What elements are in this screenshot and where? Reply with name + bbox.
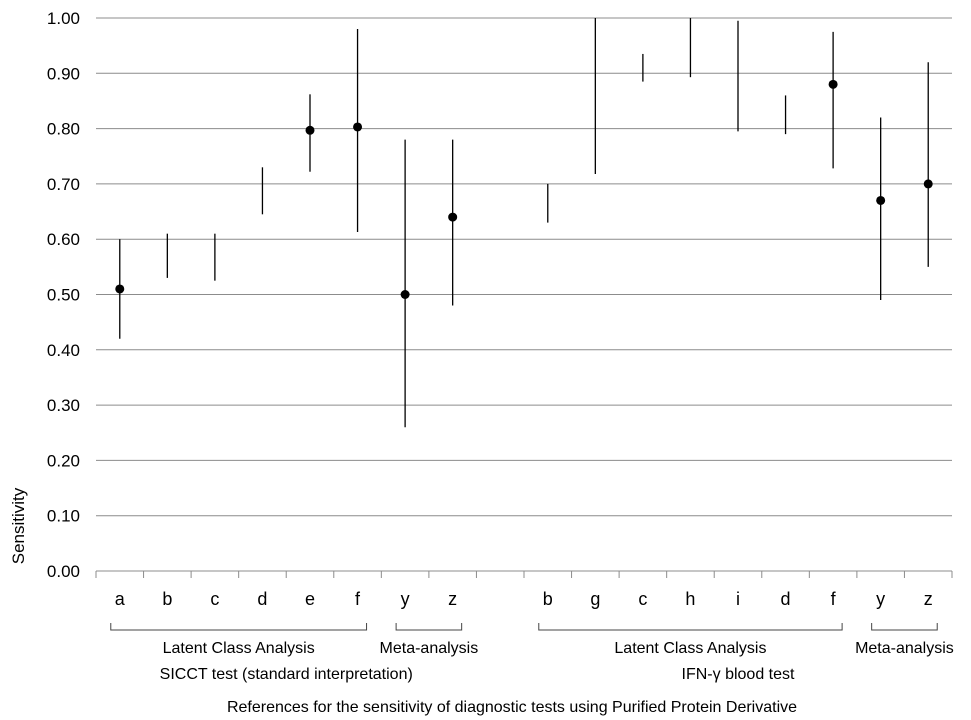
y-tick-label: 0.30: [47, 396, 80, 415]
y-tick-label: 0.40: [47, 341, 80, 360]
x-tick-label: z: [448, 589, 457, 609]
y-tick-label: 0.80: [47, 120, 80, 139]
x-tick-label: d: [781, 589, 791, 609]
point-estimate: [353, 122, 363, 132]
point-estimate: [400, 290, 410, 299]
point-estimates: [115, 79, 933, 299]
y-tick-label: 0.50: [47, 286, 80, 305]
point-estimate: [923, 179, 933, 189]
point-estimate: [115, 284, 125, 294]
x-tick-label: c: [638, 589, 647, 609]
test-labels: SICCT test (standard interpretation) IFN-…: [160, 666, 795, 683]
group-bracket: [395, 623, 463, 631]
point-estimate: [448, 212, 458, 222]
group-label: Latent Class Analysis: [163, 640, 315, 657]
error-bars: [119, 18, 929, 428]
group-label: Meta-analysis: [380, 640, 479, 657]
group-bracket: [871, 623, 938, 631]
x-tick-label: f: [831, 589, 837, 609]
x-tick-label: i: [736, 589, 740, 609]
test-label: IFN-γ blood test: [682, 666, 795, 683]
group-bracket: [538, 623, 843, 631]
group-label: Meta-analysis: [855, 640, 954, 657]
y-tick-label: 1.00: [47, 9, 80, 28]
y-tick-label: 0.10: [47, 507, 80, 526]
x-tick-label: b: [543, 589, 553, 609]
x-tick-label: a: [115, 589, 126, 609]
y-tick-label: 0.00: [47, 562, 80, 581]
y-tick-label: 0.70: [47, 175, 80, 194]
x-tick-label: z: [924, 589, 933, 609]
group-bracket: [110, 623, 368, 631]
group-brackets: Latent Class Analysis Meta-analysis Latent…: [110, 623, 954, 657]
x-tick-label: g: [590, 589, 600, 609]
test-label: SICCT test (standard interpretation): [160, 666, 413, 683]
y-tick-labels: 0.00 0.10 0.20 0.30 0.40 0.50 0.60 0.70 0.80 0.90…: [47, 9, 80, 581]
y-tick-label: 0.60: [47, 230, 80, 249]
x-tick-label: e: [305, 589, 315, 609]
point-estimate: [305, 125, 315, 135]
point-estimate: [828, 79, 838, 89]
y-tick-label: 0.20: [47, 451, 80, 470]
y-tick-label: 0.90: [47, 64, 80, 83]
group-label: Latent Class Analysis: [614, 640, 766, 657]
x-tick-label: f: [355, 589, 361, 609]
y-axis-label: Sensitivity: [9, 487, 28, 564]
x-tick-label: b: [162, 589, 172, 609]
point-estimate: [876, 195, 886, 205]
x-axis-label: References for the sensitivity of diagno…: [227, 699, 797, 716]
x-tick-label: y: [876, 589, 885, 609]
x-axis: [95, 570, 953, 578]
x-tick-label: y: [401, 589, 410, 609]
gridlines: [96, 17, 952, 517]
x-tick-label: h: [685, 589, 695, 609]
x-tick-label: d: [257, 589, 267, 609]
x-tick-label: c: [210, 589, 219, 609]
